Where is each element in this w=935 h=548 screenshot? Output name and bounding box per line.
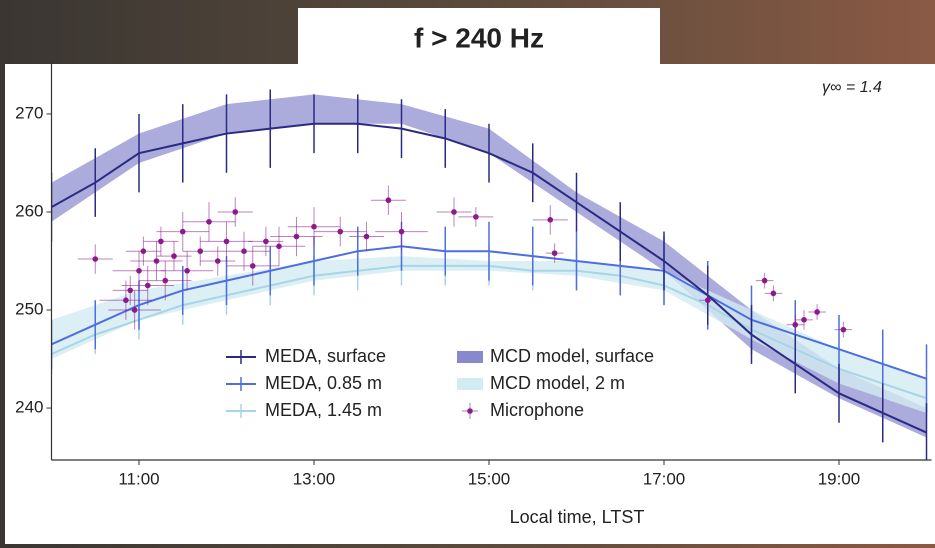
- point: [451, 209, 457, 215]
- point: [814, 309, 820, 315]
- microphone-point: [699, 292, 717, 309]
- axes: 240 250 260 270 11:00 13:00 15:00 17:00 19:00: [15, 62, 932, 488]
- chart-title: f > 240 Hz: [414, 22, 544, 53]
- microphone-point: [786, 314, 804, 335]
- microphone-point: [755, 272, 774, 289]
- legend-swatch: [457, 351, 483, 363]
- point: [131, 307, 138, 313]
- point: [162, 277, 169, 284]
- microphone-point: [139, 261, 192, 301]
- point: [223, 238, 230, 245]
- series-line: [51, 245, 927, 380]
- microphone-point: [834, 321, 853, 338]
- point: [197, 248, 204, 254]
- point: [761, 277, 768, 284]
- legend-swatch: [457, 378, 483, 390]
- x-tick-label: 17:00: [643, 469, 686, 488]
- microphone-point: [808, 304, 826, 320]
- legend-marker: [467, 408, 473, 414]
- legend-label: MEDA, 0.85 m: [265, 373, 382, 393]
- microphone-point: [108, 290, 161, 330]
- point: [232, 209, 239, 215]
- plot-area: [51, 89, 928, 460]
- point: [293, 233, 300, 240]
- microphone-point: [764, 285, 783, 302]
- point: [249, 263, 256, 269]
- legend-label: MCD model, surface: [490, 346, 654, 366]
- point: [92, 256, 99, 262]
- x-axis-label: Local time, LTST: [510, 507, 645, 527]
- point: [127, 287, 134, 294]
- legend: MEDA, surface MEDA, 0.85 m MEDA, 1.45 m MCD…: [226, 346, 654, 420]
- y-tick-label: 270: [15, 103, 43, 122]
- microphone-point: [287, 207, 341, 247]
- point: [385, 197, 392, 204]
- point: [144, 282, 151, 289]
- y-tick-label: 250: [15, 299, 43, 318]
- x-tick-label: 19:00: [818, 469, 861, 488]
- legend-label: MCD model, 2 m: [490, 373, 625, 393]
- point: [158, 238, 164, 245]
- microphone-point: [217, 197, 253, 227]
- microphone-point: [112, 275, 148, 306]
- annotation: γ∞ = 1.4: [822, 79, 882, 96]
- point: [241, 248, 247, 254]
- legend-label: Microphone: [490, 400, 584, 420]
- y-tick-label: 240: [15, 398, 43, 417]
- point: [153, 258, 160, 264]
- title-box: [298, 8, 660, 64]
- point: [770, 290, 777, 297]
- point: [140, 248, 147, 254]
- y-tick-label: 260: [15, 201, 43, 220]
- microphone-point: [99, 280, 153, 320]
- microphone-point: [160, 251, 214, 291]
- point: [171, 253, 177, 259]
- legend-label: MEDA, surface: [265, 346, 386, 366]
- point: [206, 218, 212, 225]
- microphone-point: [77, 244, 113, 274]
- point: [136, 268, 142, 274]
- microphone-point: [458, 207, 494, 227]
- point: [840, 326, 847, 333]
- point: [398, 228, 405, 235]
- x-tick-label: 11:00: [118, 469, 159, 488]
- microphone-point: [226, 246, 279, 286]
- point: [311, 223, 317, 230]
- legend-label: MEDA, 1.45 m: [265, 400, 382, 420]
- point: [263, 238, 269, 245]
- microphone-point: [156, 211, 209, 252]
- point: [704, 297, 711, 304]
- microphone-point: [314, 216, 367, 247]
- point: [184, 268, 190, 274]
- microphone-point: [375, 211, 428, 252]
- point: [547, 217, 554, 223]
- microphone-point: [248, 226, 284, 257]
- microphone-point: [795, 310, 813, 330]
- series-line: [51, 122, 927, 434]
- microphone-point: [436, 197, 472, 227]
- microphone-point: [349, 221, 384, 252]
- point: [276, 243, 282, 250]
- microphone-point: [545, 243, 564, 263]
- microphone-point: [217, 231, 271, 271]
- point: [792, 321, 799, 328]
- point: [337, 228, 344, 235]
- point: [363, 233, 370, 240]
- point: [801, 317, 807, 323]
- x-tick-label: 13:00: [293, 469, 336, 488]
- point: [551, 250, 558, 256]
- microphone-point: [156, 241, 192, 271]
- point: [123, 297, 129, 304]
- x-tick-label: 15:00: [468, 469, 511, 488]
- point: [214, 258, 221, 264]
- microphone-point: [370, 185, 406, 215]
- point: [473, 214, 479, 220]
- point: [179, 228, 186, 235]
- microphone-point: [532, 205, 568, 235]
